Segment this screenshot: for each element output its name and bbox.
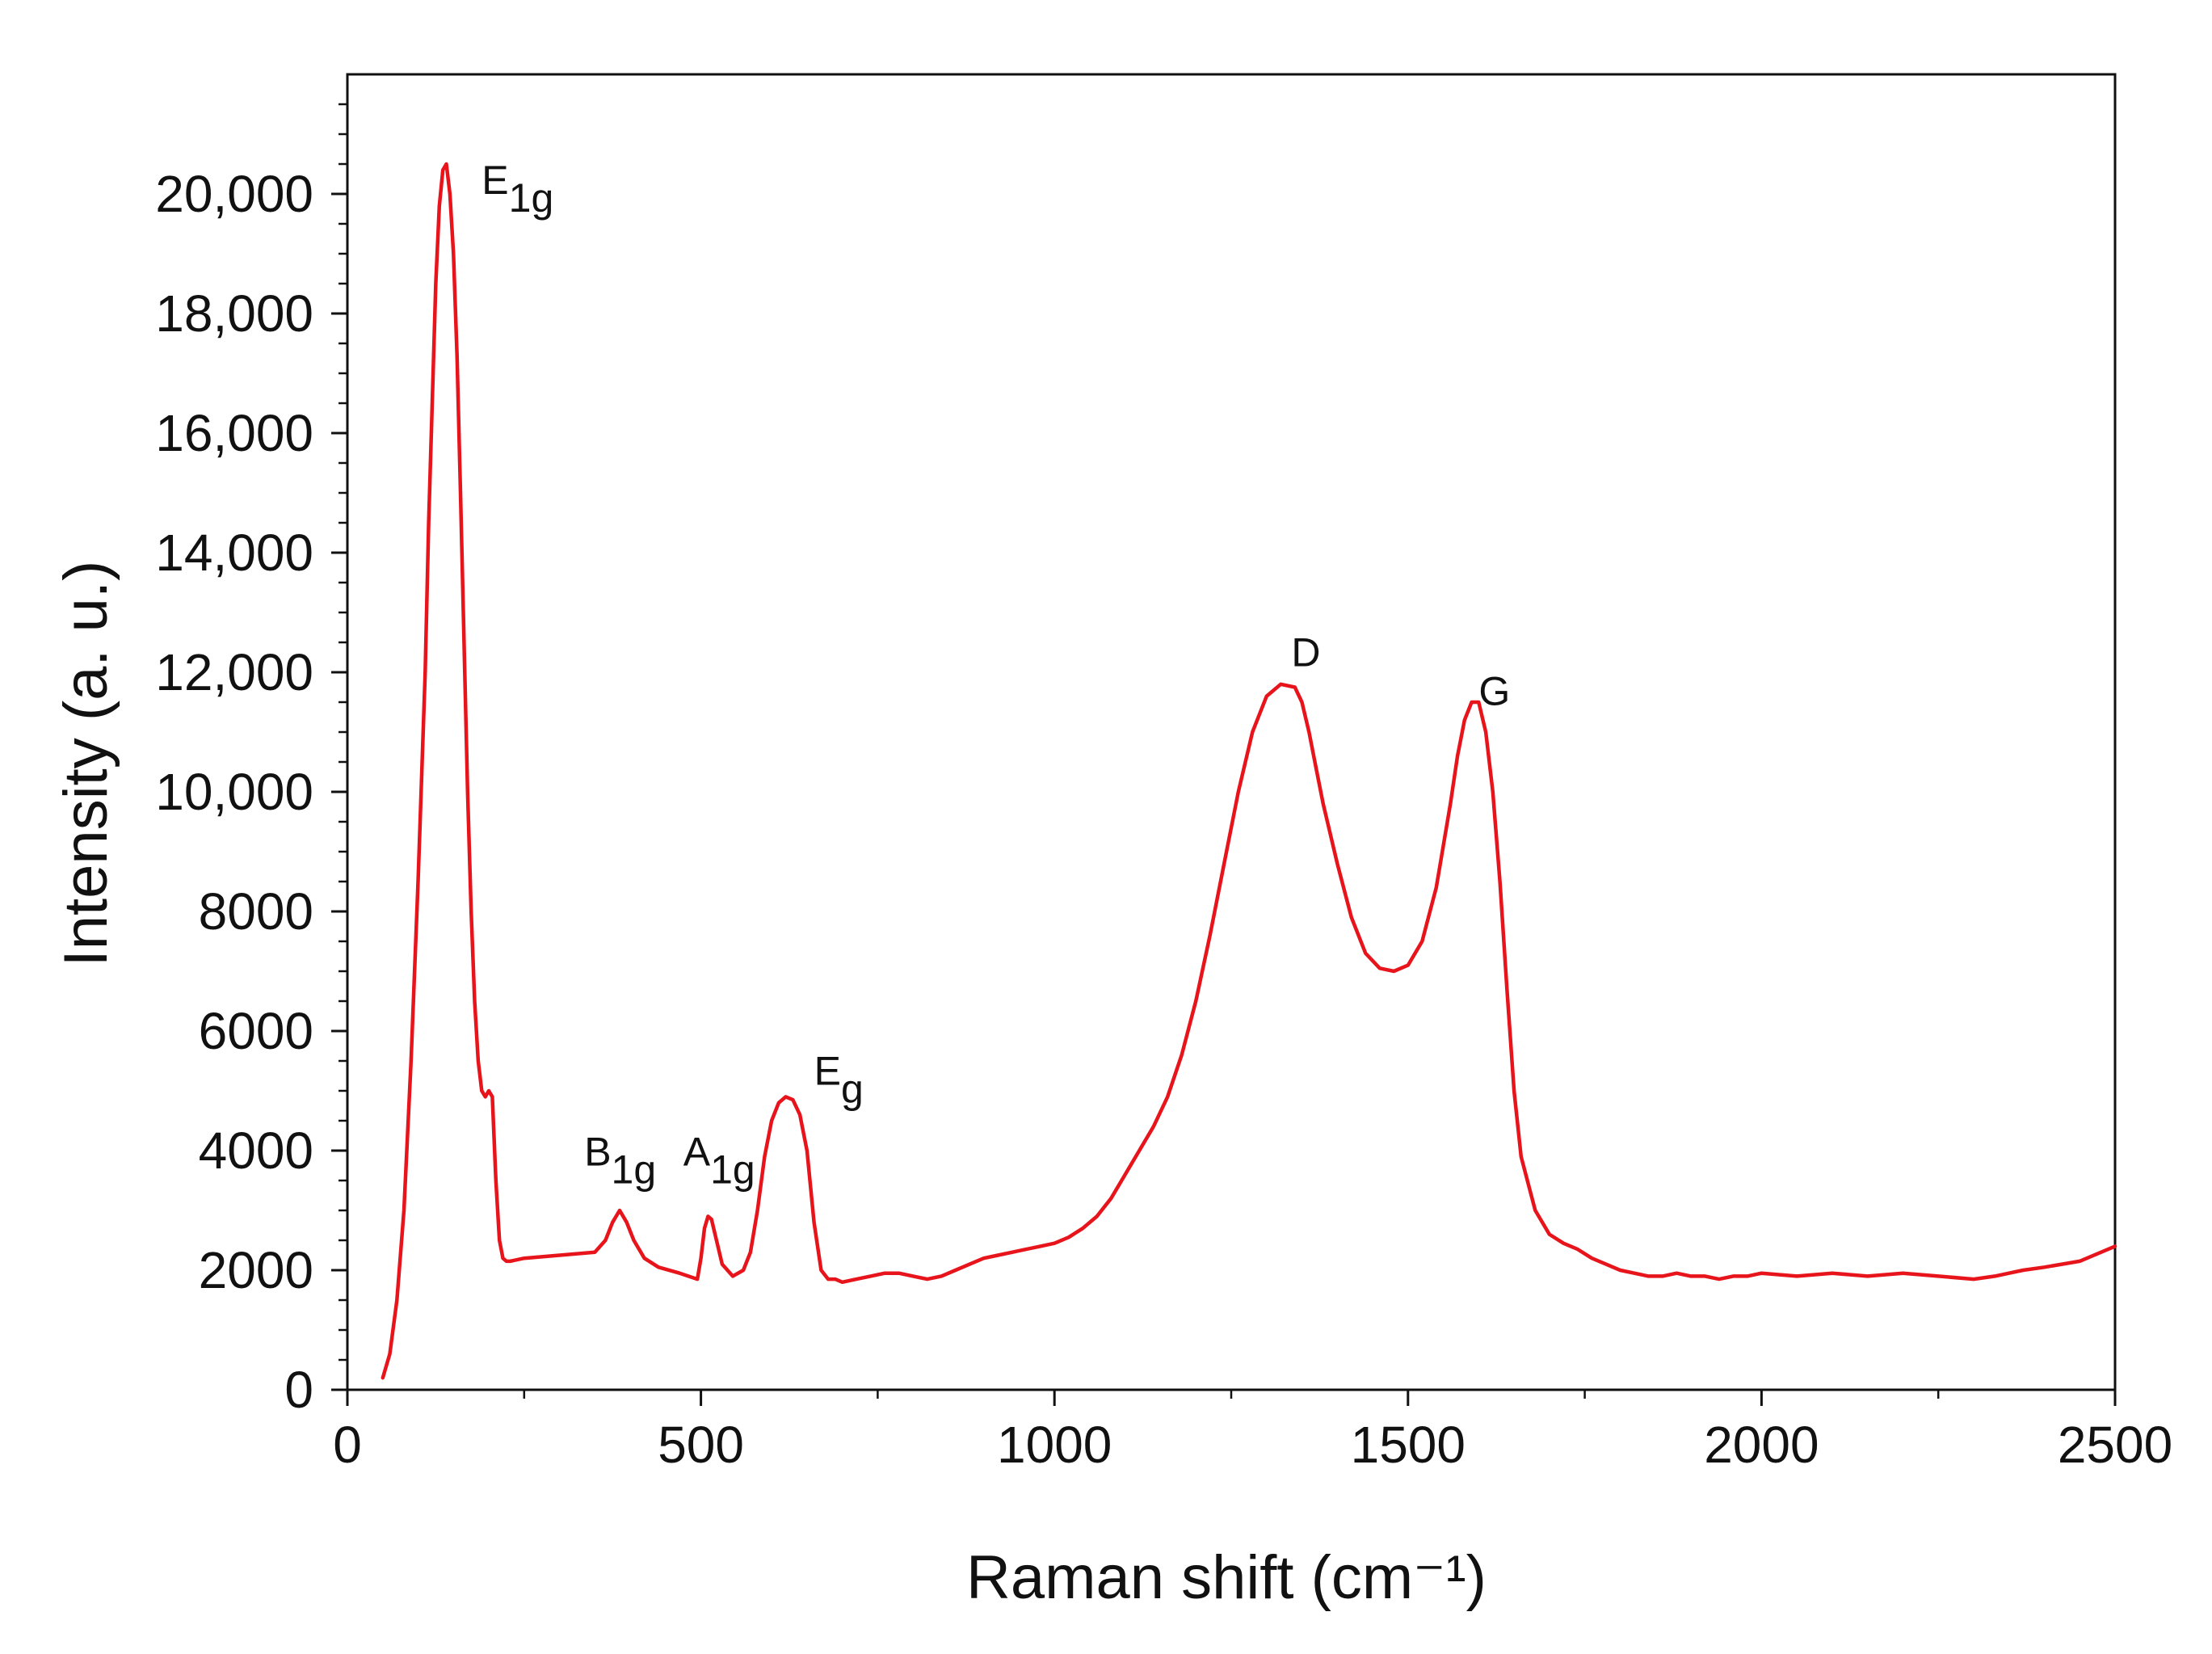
y-tick-label: 12,000 [155,643,313,701]
y-tick-label: 6000 [199,1002,313,1060]
y-tick-label: 0 [284,1361,313,1419]
y-tick-label: 4000 [199,1122,313,1180]
series-layer [381,162,2117,1380]
y-tick-label: 20,000 [155,165,313,223]
y-tick-label: 8000 [199,882,313,941]
axis-tick-labels: 0 500 1000 1500 2000 2500 0 2000 4000 6000 8000 10,… [155,165,2172,1474]
x-tick-label: 500 [658,1416,744,1474]
spectrum-line [381,162,2117,1380]
x-tick-label: 2000 [1704,1416,1819,1474]
x-axis-title: Raman shift (cm⁻¹) [966,1543,1487,1612]
peak-label: B1g [584,1130,656,1193]
peak-label: E1g [482,158,553,221]
x-tick-label: 2500 [2058,1416,2172,1474]
axis-ticks [331,103,2117,1406]
y-tick-label: 18,000 [155,284,313,343]
peak-label: G [1478,669,1510,714]
x-tick-label: 1000 [997,1416,1112,1474]
y-axis-title: Intensity (a. u.) [52,561,120,967]
y-tick-label: 14,000 [155,524,313,582]
y-tick-label: 2000 [199,1241,313,1299]
y-tick-label: 10,000 [155,763,313,821]
peak-annotations: E1g B1g A1g Eg D G [482,158,1510,1193]
peak-label: A1g [683,1130,755,1193]
x-tick-label: 0 [333,1416,362,1474]
x-tick-label: 1500 [1351,1416,1466,1474]
peak-label: Eg [814,1049,864,1112]
peak-label: D [1291,630,1320,675]
y-tick-label: 16,000 [155,404,313,462]
